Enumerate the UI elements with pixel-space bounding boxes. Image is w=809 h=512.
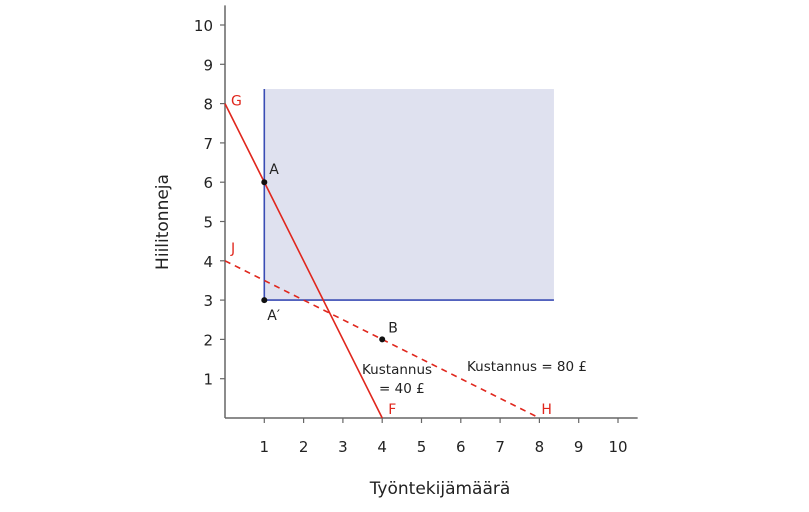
y-tick-label: 3 (203, 292, 213, 310)
y-tick-label: 5 (203, 214, 213, 232)
y-tick-label: 6 (203, 174, 213, 192)
y-tick-label: 10 (194, 17, 213, 35)
x-axis-label: Työntekijämäärä (369, 479, 511, 499)
cost-annotation: Kustannus = 80 £ (467, 359, 587, 375)
x-tick-label: 7 (495, 438, 505, 456)
line-end-label: F (388, 402, 396, 418)
line-start-label: J (230, 241, 235, 257)
point-label: A (269, 162, 279, 178)
x-tick-label: 4 (377, 438, 387, 456)
x-tick-label: 6 (456, 438, 466, 456)
cost-line-1 (224, 103, 383, 419)
cost-line-2 (224, 260, 540, 419)
cost-annotation: = 40 £ (379, 381, 425, 397)
point-A′ (261, 297, 268, 304)
y-tick-label: 4 (203, 253, 213, 271)
point-label: A′ (267, 308, 280, 324)
x-tick-label: 5 (417, 438, 427, 456)
y-tick-label: 2 (203, 331, 213, 349)
y-tick-label: 9 (203, 56, 213, 74)
x-tick-label: 1 (260, 438, 270, 456)
x-tick-label: 10 (608, 438, 627, 456)
cost-annotation: Kustannus (362, 362, 432, 378)
line-end-label: H (541, 402, 552, 418)
shaded-region (264, 89, 554, 301)
y-tick-label: 1 (203, 371, 213, 389)
y-axis-label: Hiilitonneja (153, 174, 173, 270)
line-start-label: G (231, 94, 242, 110)
x-tick-label: 2 (299, 438, 309, 456)
x-tick-label: 8 (535, 438, 545, 456)
x-tick-label: 9 (574, 438, 584, 456)
x-tick-label: 3 (338, 438, 348, 456)
point-B (379, 336, 386, 343)
y-tick-label: 8 (203, 96, 213, 114)
point-label: B (388, 320, 398, 336)
y-tick-label: 7 (203, 135, 213, 153)
point-A (261, 179, 268, 186)
